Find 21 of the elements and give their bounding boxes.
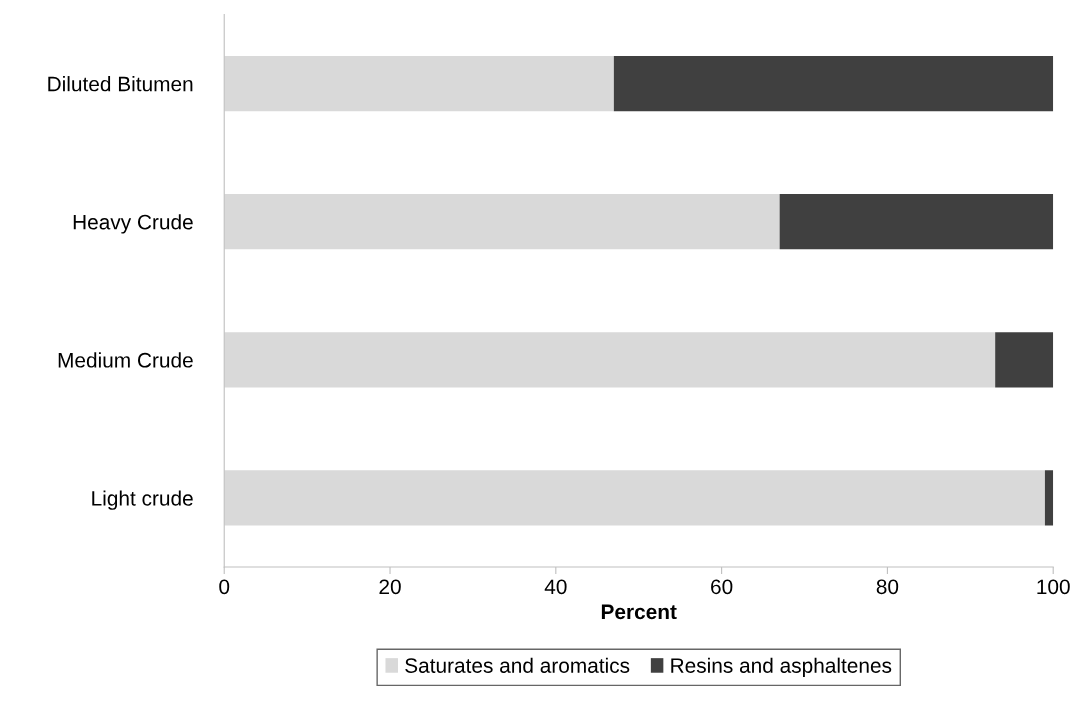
x-axis-title: Percent (601, 604, 677, 620)
bar (224, 470, 1045, 526)
bar (224, 194, 780, 250)
y-tick-label: Medium Crude (58, 352, 193, 368)
bar (1044, 470, 1054, 526)
x-tick-label: 100 (1037, 579, 1070, 595)
legend-label: Saturates and aromatics (405, 657, 630, 673)
y-tick-label: Light crude (92, 490, 193, 510)
x-tick-label: 40 (544, 579, 567, 595)
x-tick-label: 80 (876, 579, 899, 595)
legend-label: Resins and asphaltenes (671, 657, 892, 678)
y-tick-label: Diluted Bitumen (48, 76, 193, 92)
x-tick-label: 20 (379, 579, 401, 595)
bar (995, 332, 1054, 388)
bar (779, 194, 1054, 250)
bar (224, 55, 614, 112)
y-tick-label: Heavy Crude (73, 214, 193, 234)
x-tick-label: 60 (711, 579, 733, 595)
x-tick-label: 0 (219, 579, 230, 595)
bar (224, 332, 996, 388)
bar (613, 55, 1054, 112)
